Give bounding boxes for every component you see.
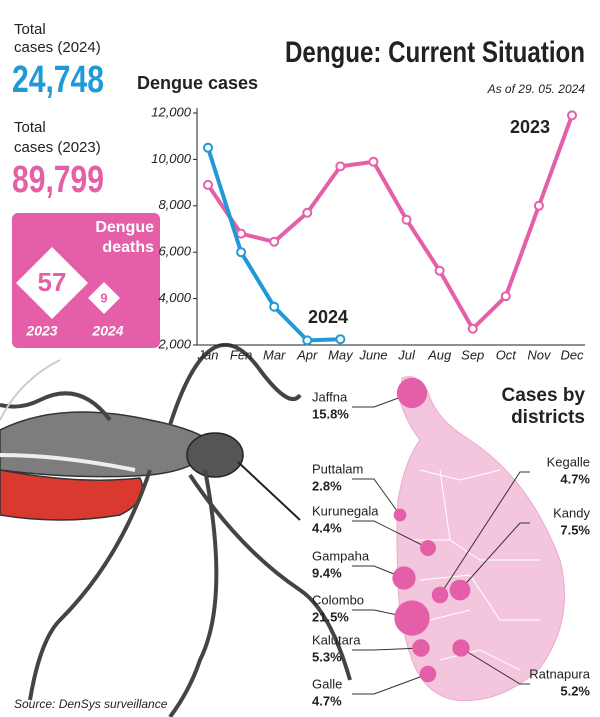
district-share: 4.4% (312, 520, 342, 535)
series-label: 2024 (308, 307, 348, 327)
leader-line (459, 522, 530, 591)
total-value: 24,748 (12, 59, 104, 101)
district-share: 5.2% (560, 683, 590, 698)
district-share: 7.5% (560, 522, 590, 537)
x-tick-label: Dec (560, 347, 584, 362)
y-tick-label: 8,000 (158, 197, 191, 212)
data-point (467, 323, 478, 334)
deaths-diamond (88, 282, 120, 314)
district-share: 5.3% (312, 649, 342, 664)
district-name: Gampaha (312, 548, 370, 563)
district-share: 21.5% (312, 609, 349, 624)
x-tick-label: Apr (296, 347, 318, 362)
district-bubble (420, 540, 436, 556)
chart-title: Dengue: Current Situation (285, 36, 585, 69)
deaths-year: 2024 (91, 323, 123, 339)
x-tick-label: June (358, 347, 387, 362)
y-tick-label: 6,000 (158, 244, 191, 259)
x-tick-label: Aug (427, 347, 452, 362)
series-label: 2023 (510, 117, 550, 137)
map-borders (410, 469, 540, 671)
x-tick-label: Fen (230, 347, 252, 362)
district-name: Kandy (553, 505, 590, 520)
district-name: Kegalle (547, 454, 590, 469)
data-point (335, 334, 346, 345)
series-line (206, 114, 574, 331)
total-label: cases (2024) (14, 39, 101, 56)
deaths-label: deaths (102, 239, 154, 256)
data-point (203, 142, 213, 153)
chart-subtitle: As of 29. 05. 2024 (487, 82, 586, 96)
data-point (335, 161, 346, 172)
x-tick-label: Mar (263, 347, 286, 362)
deaths-label: Dengue (95, 219, 154, 236)
total-label: Total (14, 21, 46, 38)
deaths-value: 57 (38, 267, 67, 297)
x-tick-label: Oct (496, 347, 518, 362)
district-name: Jaffna (312, 389, 348, 404)
source-note: Source: DenSys surveillance (14, 697, 168, 711)
data-point (500, 291, 511, 302)
leader-line (352, 520, 429, 549)
deaths-diamond (16, 247, 88, 319)
district-name: Kalutara (312, 632, 361, 647)
district-bubble (394, 600, 430, 636)
deaths-year: 2023 (25, 323, 57, 339)
y-axis-label: Dengue cases (137, 73, 258, 93)
mosquito-illustration (0, 342, 352, 717)
district-bubble (431, 586, 449, 604)
total-label: cases (2023) (14, 139, 101, 156)
district-share: 4.7% (312, 693, 342, 708)
data-point (302, 207, 313, 218)
leader-line (352, 478, 401, 516)
deaths-value: 9 (100, 290, 107, 305)
y-tick-label: 4,000 (158, 290, 191, 305)
y-tick-label: 10,000 (151, 151, 192, 166)
x-tick-label: Sep (461, 347, 484, 362)
x-tick-label: Nov (527, 347, 552, 362)
districts-title: districts (511, 407, 585, 428)
data-point (236, 247, 247, 258)
district-bubble (412, 639, 430, 657)
district-share: 4.7% (560, 471, 590, 486)
district-bubble (392, 566, 416, 590)
district-bubble (396, 377, 428, 409)
x-tick-label: Jan (197, 347, 219, 362)
district-bubble (452, 639, 470, 657)
x-tick-label: Jul (397, 347, 416, 362)
district-name: Puttalam (312, 461, 363, 476)
district-share: 2.8% (312, 478, 342, 493)
total-label: Total (14, 119, 46, 136)
data-point (567, 110, 577, 121)
data-point (236, 228, 247, 239)
district-name: Ratnapura (529, 666, 590, 681)
leader-line (352, 647, 422, 651)
leader-line (439, 471, 530, 596)
district-bubble (419, 665, 437, 683)
districts-title: Cases by (502, 385, 586, 406)
data-point (533, 200, 544, 211)
district-name: Galle (312, 676, 342, 691)
district-bubble (449, 579, 471, 601)
district-share: 9.4% (312, 565, 342, 580)
data-point (401, 214, 412, 225)
y-tick-label: 12,000 (151, 104, 192, 119)
district-bubble (393, 508, 407, 522)
x-tick-label: May (328, 347, 354, 362)
data-point (269, 236, 280, 247)
district-share: 15.8% (312, 406, 349, 421)
data-point (368, 156, 379, 167)
total-value: 89,799 (12, 159, 104, 201)
data-point (269, 301, 280, 312)
district-name: Kurunegala (312, 503, 379, 518)
data-point (302, 335, 313, 346)
leader-line (460, 647, 530, 685)
data-point (203, 179, 213, 190)
y-tick-label: 2,000 (157, 336, 191, 351)
leader-line (352, 673, 429, 695)
data-point (434, 265, 445, 276)
district-name: Colombo (312, 592, 364, 607)
